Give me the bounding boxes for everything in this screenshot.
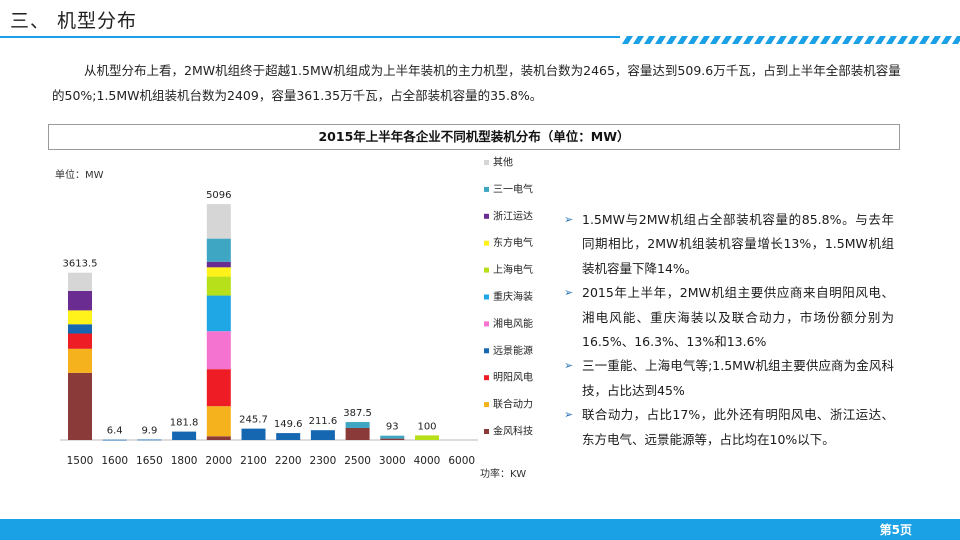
bar-segment (206, 295, 231, 332)
bar-total-label: 245.7 (239, 415, 268, 426)
bar-segment (345, 427, 370, 440)
bullet-list: ➢ 1.5MW与2MW机组占全部装机容量的85.8%。与去年同期相比，2MW机组装… (562, 208, 894, 452)
arrow-right-icon: ➢ (564, 359, 574, 373)
bar-segment (380, 435, 405, 439)
x-tick-label: 1500 (67, 455, 94, 467)
bullet-item: ➢ 联合动力，占比17%，此外还有明阳风电、浙江运达、东方电气、远景能源等，占比均… (562, 403, 894, 452)
legend-swatch (484, 186, 489, 192)
bar-segment (68, 272, 92, 291)
legend-swatch (484, 429, 489, 434)
legend-label: 明阳风电 (493, 371, 533, 384)
bar-segment (68, 310, 92, 325)
legend-swatch (484, 213, 489, 219)
bar-segment (206, 204, 231, 239)
x-tick-label: 1650 (136, 455, 163, 467)
legend-swatch (484, 267, 489, 273)
x-tick-label: 2100 (240, 455, 267, 467)
x-tick-label: 2500 (344, 455, 371, 467)
bar-segment (206, 436, 231, 440)
bar-total-label: 211.6 (309, 416, 338, 427)
x-tick-label: 3000 (379, 455, 406, 467)
arrow-right-icon: ➢ (564, 213, 574, 226)
legend-label: 金风科技 (493, 425, 533, 438)
bullet-item: ➢ 2015年上半年，2MW机组主要供应商来自明阳风电、湘电风能、重庆海装以及联合… (562, 281, 894, 354)
bar-total-label: 100 (417, 421, 436, 432)
legend-swatch (484, 160, 489, 165)
bar-segment (206, 276, 231, 296)
bar-total-label: 93 (386, 422, 399, 433)
x-tick-label: 2000 (205, 455, 232, 467)
stacked-bar-chart: 单位：MW 3613.5 1500 6.4 1600 9.9 1650 181.8 1800 50… (55, 156, 533, 481)
legend-swatch (484, 402, 489, 408)
bar-segment (310, 430, 335, 440)
legend-swatch (484, 375, 489, 381)
legend-label: 浙江运达 (493, 210, 533, 222)
bar-total-label: 387.5 (343, 408, 372, 419)
bar-segment (206, 267, 231, 277)
legend-swatch (484, 240, 489, 246)
x-tick-label: 6000 (448, 455, 475, 467)
chart-title: 2015年上半年各企业不同机型装机分布（单位：MW） (48, 124, 900, 150)
bar-segment (206, 261, 231, 268)
legend-label: 其他 (493, 156, 513, 169)
x-tick-label: 4000 (414, 455, 441, 467)
bullet-item: ➢ 三一重能、上海电气等;1.5MW机组主要供应商为金风科技，占比达到45% (562, 354, 894, 403)
bar-total-label: 3613.5 (63, 259, 98, 270)
legend-swatch (484, 348, 489, 354)
footer-bar: 第5页 (0, 519, 960, 540)
bullet-item: ➢ 1.5MW与2MW机组占全部装机容量的85.8%。与去年同期相比，2MW机组装… (562, 208, 894, 281)
bar-total-label: 181.8 (170, 418, 199, 429)
title-rule-stripes (622, 36, 960, 44)
bar-segment (380, 438, 405, 440)
bar-segment (68, 333, 92, 349)
legend-label: 东方电气 (493, 236, 533, 249)
bar-segment (68, 324, 92, 334)
x-tick-label: 2200 (275, 455, 302, 467)
bar-segment (68, 348, 92, 373)
legend-label: 远景能源 (493, 344, 533, 357)
arrow-right-icon: ➢ (564, 286, 574, 300)
bar-segment (345, 422, 370, 428)
bar-segment (68, 290, 92, 311)
bar-segment (68, 372, 92, 440)
x-tick-label: 1800 (171, 455, 198, 467)
intro-paragraph: 从机型分布上看，2MW机组终于超越1.5MW机组成为上半年装机的主力机型，装机台… (52, 63, 901, 103)
legend-label: 湘电风能 (493, 317, 533, 330)
legend-label: 三一电气 (493, 182, 533, 195)
x-tick-label: 1600 (101, 455, 128, 467)
bar-total-label: 9.9 (141, 426, 157, 437)
bar-total-label: 6.4 (107, 426, 123, 437)
page-number: 第5页 (879, 523, 912, 537)
bar-segment (172, 431, 197, 440)
legend-label: 联合动力 (493, 398, 533, 411)
x-tick-label: 2300 (310, 455, 337, 467)
arrow-right-icon: ➢ (564, 408, 574, 422)
x-axis-label: 功率：KW (480, 467, 526, 480)
bar-segment (102, 439, 127, 441)
page-title: 三、 机型分布 (10, 10, 138, 32)
bar-segment (206, 238, 231, 262)
bar-segment (276, 433, 301, 440)
legend-swatch (484, 321, 489, 327)
bar-total-label: 149.6 (274, 419, 303, 430)
legend-swatch (484, 294, 489, 300)
bar-segment (241, 428, 266, 440)
bar-segment (206, 406, 231, 437)
bar-segment (415, 435, 439, 440)
legend-label: 上海电气 (493, 263, 533, 276)
title-rule (0, 36, 960, 44)
legend-label: 重庆海装 (493, 290, 533, 303)
bar-segment (206, 369, 231, 407)
bar-segment (206, 331, 231, 370)
y-axis-label: 单位：MW (55, 168, 104, 181)
bar-segment (137, 439, 162, 441)
bar-total-label: 5096 (206, 190, 231, 201)
